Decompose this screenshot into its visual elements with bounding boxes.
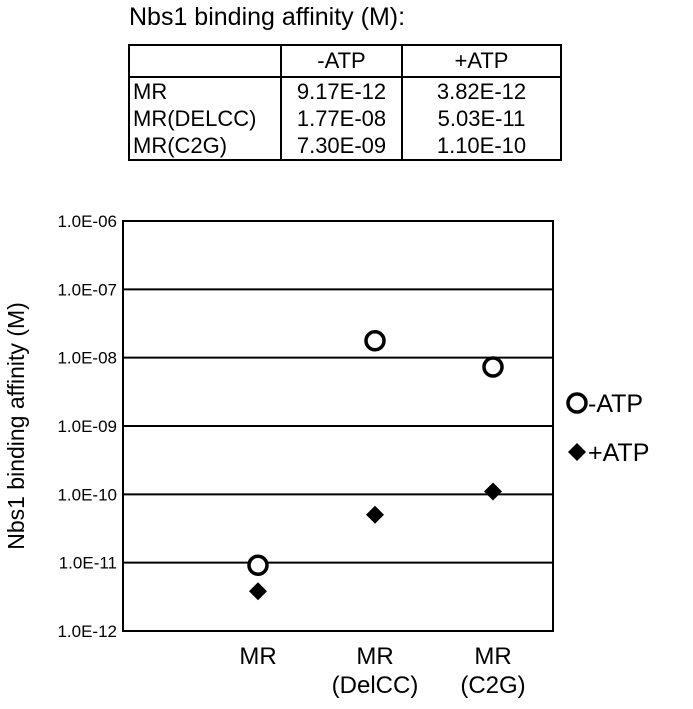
affinity-table: -ATP +ATP MR 9.17E-12 3.82E-12 MR(DELCC)…: [128, 44, 562, 161]
data-point-minus-atp: [247, 554, 269, 576]
legend-marker-plus-atp: [568, 443, 586, 461]
table-header-cell: +ATP: [401, 44, 562, 78]
y-tick-label: 1.0E-07: [57, 280, 117, 299]
x-tick-label: (DelCC): [332, 672, 419, 699]
plot-area: [122, 220, 554, 632]
y-tick-label: 1.0E-10: [57, 485, 117, 504]
x-tick-label: MR: [356, 643, 393, 670]
table-cell: 1.10E-10: [401, 132, 562, 161]
y-tick-label: 1.0E-09: [57, 417, 117, 436]
table-cell: MR(DELCC): [128, 105, 282, 132]
data-point-minus-atp: [364, 329, 386, 352]
legend-marker-minus-atp: [566, 392, 588, 414]
y-tick-label: 1.0E-06: [57, 212, 117, 231]
table-header-cell: -ATP: [280, 44, 403, 78]
y-axis-label: Nbs1 binding affinity (M): [3, 302, 29, 550]
table-row: MR 9.17E-12 3.82E-12: [128, 77, 562, 105]
table-cell: 1.77E-08: [280, 105, 403, 132]
table-row: MR(DELCC) 1.77E-08 5.03E-11: [128, 105, 562, 132]
data-point-minus-atp: [482, 356, 504, 378]
data-point-plus-atp: [484, 482, 502, 501]
data-point-plus-atp: [249, 582, 267, 601]
x-tick-label: MR: [474, 643, 511, 670]
y-tick-label: 1.0E-12: [57, 622, 117, 641]
legend-label: -ATP: [588, 390, 643, 418]
data-point-plus-atp: [366, 505, 384, 524]
table-cell: 5.03E-11: [401, 105, 562, 132]
table-header-row: -ATP +ATP: [128, 44, 562, 78]
table-cell: MR: [128, 77, 282, 105]
table-cell: MR(C2G): [128, 132, 282, 161]
table-cell: 9.17E-12: [280, 77, 403, 105]
table-cell: 3.82E-12: [401, 77, 562, 105]
y-tick-label: 1.0E-08: [57, 349, 117, 368]
x-tick-label: MR: [239, 643, 276, 670]
legend-label: +ATP: [588, 439, 649, 467]
table-row: MR(C2G) 7.30E-09 1.10E-10: [128, 132, 562, 161]
y-tick-label: 1.0E-11: [59, 554, 117, 573]
x-tick-label: (C2G): [460, 672, 525, 699]
table-header-cell: [128, 44, 282, 78]
table-cell: 7.30E-09: [280, 132, 403, 161]
table-title: Nbs1 binding affinity (M):: [129, 3, 406, 31]
